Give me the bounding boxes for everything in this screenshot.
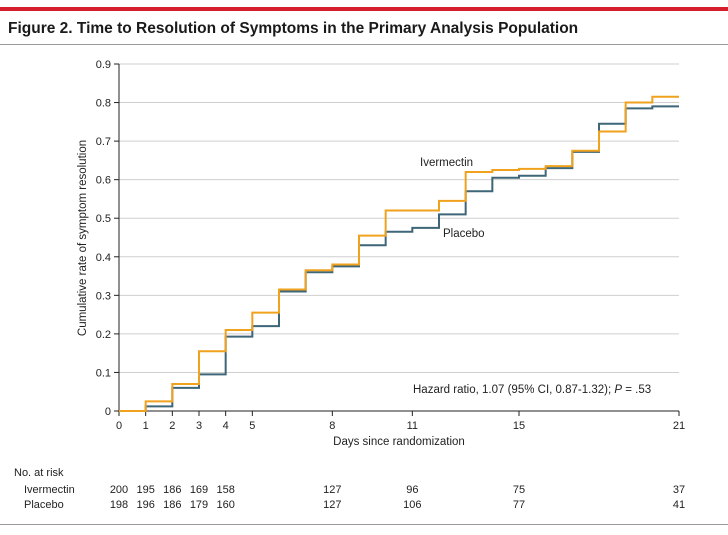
y-axis-label: Cumulative rate of symptom resolution <box>77 140 89 336</box>
x-tick-label: 2 <box>169 420 175 432</box>
header-accent-bar <box>0 7 728 11</box>
at-risk-value: 169 <box>190 484 208 496</box>
x-axis-label: Days since randomization <box>333 436 465 448</box>
x-tick-label: 8 <box>329 420 335 432</box>
y-tick-label: 0.1 <box>96 367 111 379</box>
y-tick-label: 0.3 <box>96 290 111 302</box>
y-tick-label: 0.4 <box>96 252 111 264</box>
x-tick-labels: 0 1 2 3 4 5 8 11 15 21 <box>116 420 685 432</box>
grid-lines <box>119 63 679 373</box>
at-risk-value: 37 <box>673 484 685 496</box>
at-risk-value: 75 <box>513 484 525 496</box>
x-tick-label: 21 <box>673 420 685 432</box>
y-tick-label: 0.9 <box>96 59 111 71</box>
at-risk-value: 160 <box>216 499 234 511</box>
hazard-ratio-annotation: Hazard ratio, 1.07 (95% CI, 0.87-1.32); … <box>413 384 651 396</box>
x-tick-label: 0 <box>116 420 122 432</box>
at-risk-value: 186 <box>163 484 181 496</box>
at-risk-value: 179 <box>190 499 208 511</box>
p-value: = .53 <box>622 384 651 396</box>
hazard-ratio-text: Hazard ratio, 1.07 (95% CI, 0.87-1.32); <box>413 384 614 396</box>
y-tick-label: 0.7 <box>96 136 111 148</box>
ivermectin-series-label: Ivermectin <box>420 157 473 169</box>
series-lines <box>119 95 679 412</box>
at-risk-value: 200 <box>110 484 128 496</box>
at-risk-value: 186 <box>163 499 181 511</box>
at-risk-heading: No. at risk <box>14 467 64 479</box>
y-tick-label: 0 <box>105 406 111 418</box>
x-tick-label: 15 <box>513 420 525 432</box>
at-risk-value: 195 <box>136 484 154 496</box>
y-tick-label: 0.8 <box>96 98 111 110</box>
series-line-placebo <box>119 105 679 412</box>
y-tick-label: 0.5 <box>96 213 111 225</box>
at-risk-value: 127 <box>323 484 341 496</box>
series-line-ivermectin <box>119 95 679 412</box>
at-risk-value: 196 <box>136 499 154 511</box>
at-risk-values: 200 195 186 169 158 127 96 75 37 198 196 186 179 160 1… <box>110 484 685 511</box>
p-symbol: P <box>614 384 622 396</box>
at-risk-placebo-label: Placebo <box>24 499 64 511</box>
at-risk-value: 158 <box>216 484 234 496</box>
at-risk-value: 198 <box>110 499 128 511</box>
at-risk-value: 41 <box>673 499 685 511</box>
y-tick-label: 0.6 <box>96 175 111 187</box>
at-risk-value: 96 <box>406 484 418 496</box>
at-risk-value: 127 <box>323 499 341 511</box>
placebo-series-label: Placebo <box>443 228 485 240</box>
figure-title: Figure 2. Time to Resolution of Symptoms… <box>8 20 579 37</box>
at-risk-value: 106 <box>403 499 421 511</box>
at-risk-ivermectin-label: Ivermectin <box>24 484 75 496</box>
at-risk-value: 77 <box>513 499 525 511</box>
x-tick-label: 11 <box>407 420 418 432</box>
x-tick-label: 5 <box>249 420 255 432</box>
x-tick-label: 1 <box>143 420 149 432</box>
y-tick-labels: 0 0.1 0.2 0.3 0.4 0.5 0.6 0.7 0.8 0.9 <box>96 59 111 418</box>
title-divider <box>0 44 728 45</box>
y-tick-label: 0.2 <box>96 329 111 341</box>
bottom-divider <box>0 524 728 525</box>
x-tick-label: 4 <box>223 420 229 432</box>
x-tick-label: 3 <box>196 420 202 432</box>
